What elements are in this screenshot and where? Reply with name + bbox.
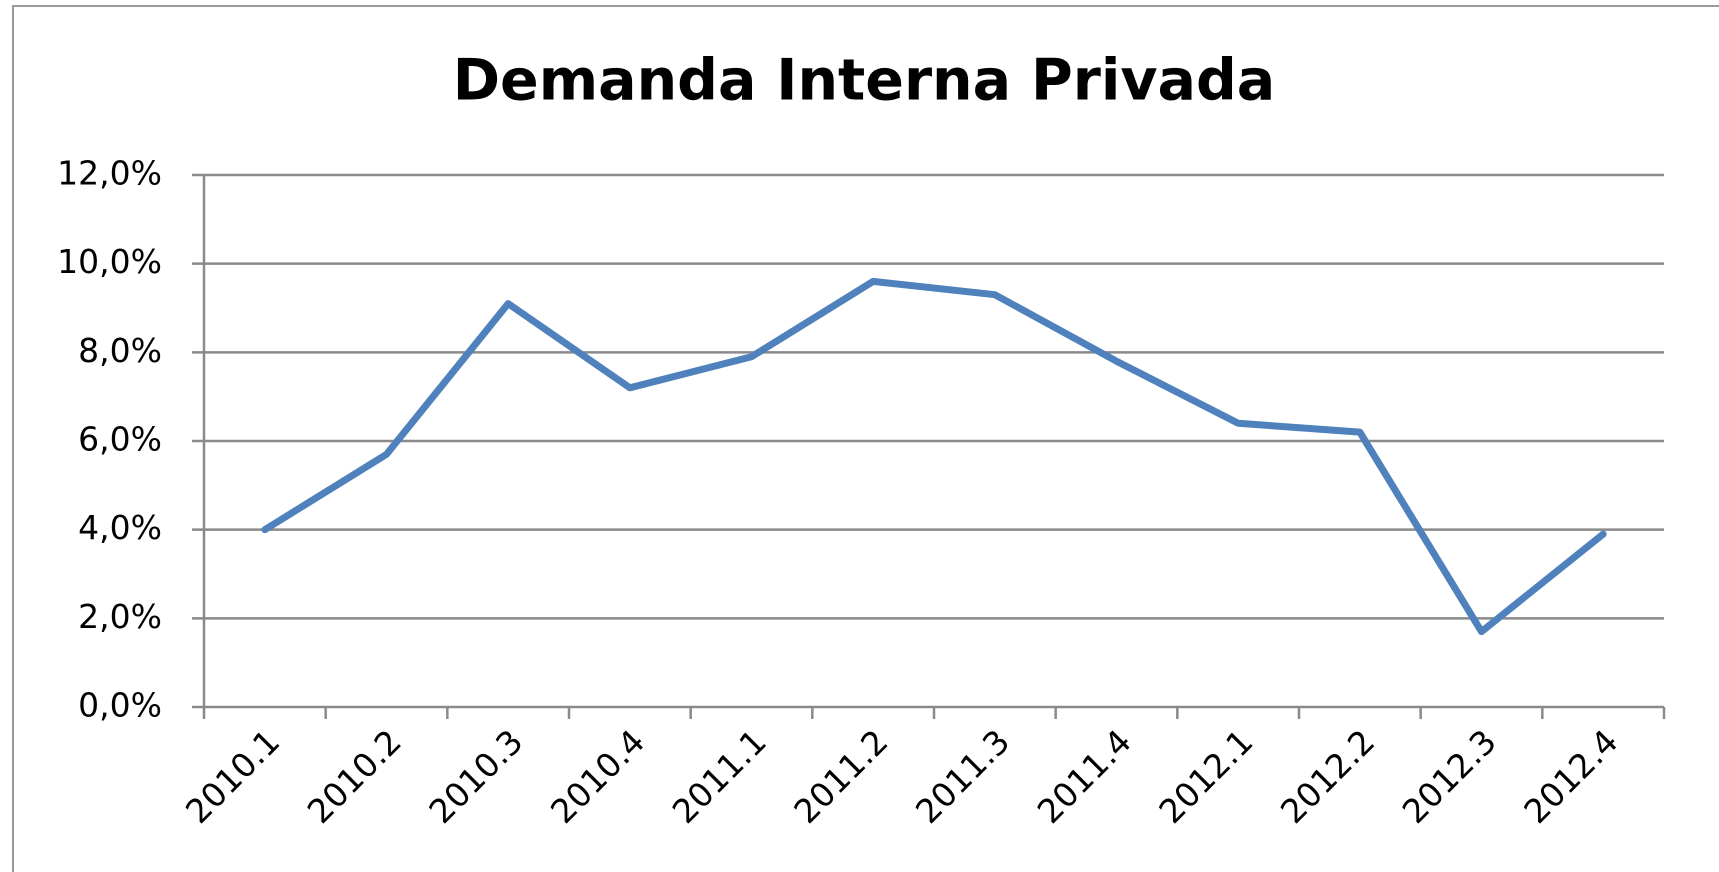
- y-tick-label: 4,0%: [78, 508, 162, 547]
- data-line: [261, 277, 1607, 636]
- chart-frame: [12, 5, 1719, 872]
- y-tick-label: 12,0%: [57, 154, 162, 193]
- y-tick-label: 2,0%: [78, 597, 162, 636]
- y-tick-label: 8,0%: [78, 331, 162, 370]
- y-tick-label: 0,0%: [78, 686, 162, 725]
- y-tick-label: 10,0%: [57, 242, 162, 281]
- chart-title: Demanda Interna Privada: [453, 48, 1276, 114]
- y-tick-label: 6,0%: [78, 420, 162, 459]
